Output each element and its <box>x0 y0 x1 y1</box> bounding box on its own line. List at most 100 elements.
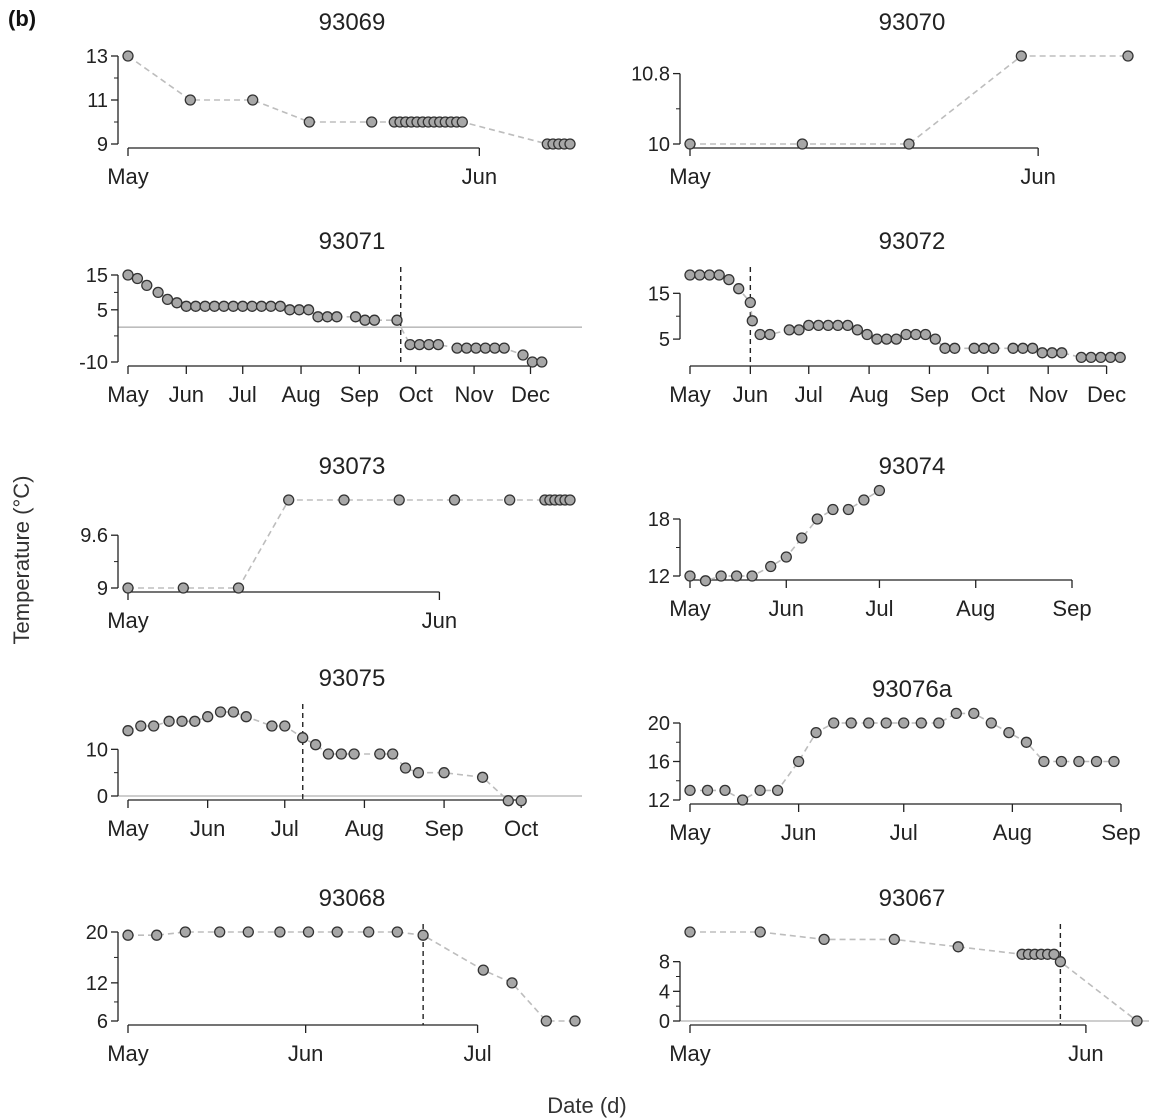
data-point <box>684 784 696 797</box>
y-tick-label: 10 <box>648 134 670 156</box>
data-point <box>828 717 840 729</box>
chart-panel: 93070 10 10.8 May Jun <box>631 9 1134 189</box>
data-point <box>279 720 291 732</box>
x-tick-label: Jun <box>1020 164 1055 189</box>
data-point <box>684 138 696 150</box>
data-point <box>845 717 857 729</box>
data-point <box>822 319 834 332</box>
y-tick-label: 18 <box>648 509 670 531</box>
data-point <box>988 342 1000 354</box>
data-point <box>176 715 188 727</box>
data-point <box>861 328 873 341</box>
data-point <box>413 338 426 351</box>
data-point <box>871 333 883 345</box>
data-point <box>470 342 482 354</box>
data-point <box>796 138 808 150</box>
data-point <box>479 342 492 354</box>
data-point <box>880 333 893 345</box>
x-tick-label: Oct <box>971 382 1005 407</box>
data-point <box>719 784 731 797</box>
x-tick-label: Jun <box>769 596 804 621</box>
chart-panel: 93073 9 9.6 May Jun <box>80 453 576 633</box>
data-point <box>796 532 808 544</box>
y-tick-label: 16 <box>648 752 670 774</box>
chart-title: 93068 <box>319 885 386 912</box>
chart-title: 93074 <box>879 453 946 480</box>
y-tick-label: 20 <box>86 922 108 944</box>
data-point <box>297 732 309 744</box>
x-tick-label: May <box>107 164 149 189</box>
data-point <box>842 503 855 516</box>
data-point <box>477 964 489 976</box>
data-point <box>900 328 912 341</box>
data-point <box>780 551 792 563</box>
data-point <box>322 748 335 760</box>
data-point <box>684 926 696 938</box>
data-point <box>803 319 815 332</box>
x-tick-label: Aug <box>850 382 889 407</box>
data-point <box>939 342 951 354</box>
chart-panel: 93069 9 11 13 May Jun <box>86 9 576 189</box>
x-tick-label: Jun <box>462 164 497 189</box>
x-tick-label: Jun <box>190 816 225 841</box>
data-point <box>218 300 230 312</box>
data-point <box>1085 351 1097 364</box>
y-tick-label: 12 <box>648 566 670 588</box>
data-point <box>1122 50 1134 62</box>
data-point <box>438 767 450 779</box>
data-point <box>161 293 174 306</box>
data-point <box>122 582 134 594</box>
data-point <box>733 283 745 295</box>
x-tick-label: Nov <box>1029 382 1068 407</box>
chart-title: 93072 <box>879 228 946 255</box>
data-point <box>135 720 147 732</box>
series-line <box>128 499 570 589</box>
data-point <box>910 328 922 341</box>
chart-title: 93075 <box>319 665 386 692</box>
data-point <box>754 926 766 938</box>
chart-title: 93067 <box>879 885 946 912</box>
x-tick-label: Jun <box>169 382 204 407</box>
y-tick-label: 9 <box>97 578 108 600</box>
x-tick-label: Jul <box>229 382 257 407</box>
data-point <box>684 269 696 281</box>
data-point <box>536 356 548 368</box>
chart-title: 93070 <box>879 9 946 36</box>
x-tick-label: May <box>107 608 149 633</box>
x-tick-label: Oct <box>504 816 538 841</box>
data-point <box>331 926 343 938</box>
x-tick-label: Aug <box>281 382 320 407</box>
data-point <box>783 324 795 336</box>
data-point <box>335 748 347 760</box>
data-point <box>303 116 315 128</box>
data-point <box>171 297 183 309</box>
series-line <box>690 931 1138 1022</box>
x-tick-label: Oct <box>399 382 433 407</box>
data-point <box>302 926 315 938</box>
data-point <box>349 311 362 323</box>
x-tick-label: Aug <box>993 820 1032 845</box>
x-tick-label: Jul <box>795 382 823 407</box>
data-point <box>391 926 403 938</box>
data-point <box>1131 1015 1143 1027</box>
y-tick-label: 4 <box>659 981 670 1003</box>
x-tick-label: May <box>669 820 711 845</box>
data-point <box>793 324 805 336</box>
panel-label: (b) <box>8 6 37 31</box>
data-point <box>506 977 518 989</box>
data-point <box>684 570 696 582</box>
y-tick-label: 12 <box>86 973 108 995</box>
data-point <box>933 717 945 729</box>
data-point <box>985 717 997 729</box>
data-point <box>858 494 870 506</box>
x-tick-label: Jun <box>288 1041 323 1066</box>
data-point <box>569 1015 581 1027</box>
data-point <box>1090 755 1103 768</box>
data-point <box>818 933 830 946</box>
x-tick-label: Sep <box>910 382 949 407</box>
series-line <box>689 489 880 582</box>
series-line <box>128 931 575 1022</box>
data-point <box>736 794 749 806</box>
y-tick-label: 0 <box>97 786 108 808</box>
data-point <box>489 342 501 354</box>
